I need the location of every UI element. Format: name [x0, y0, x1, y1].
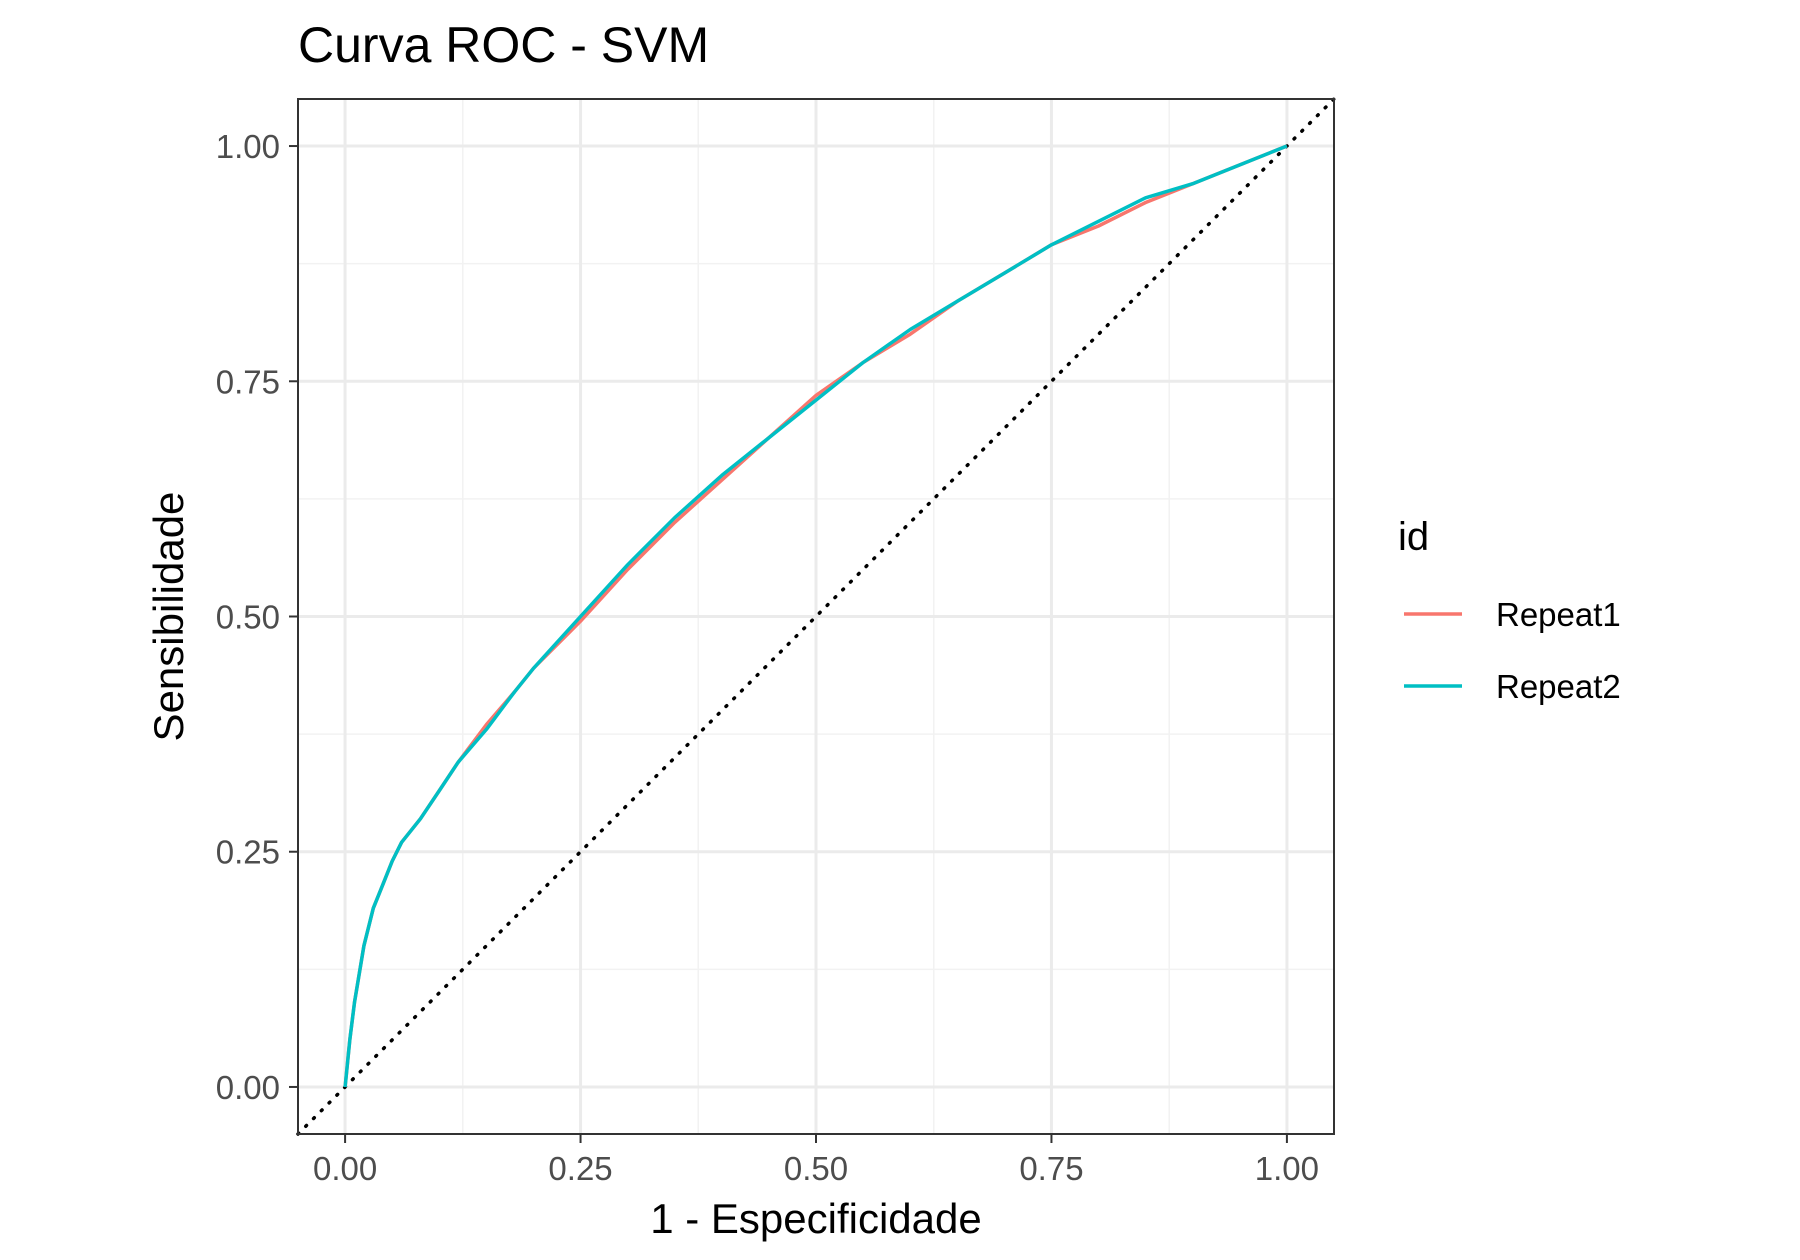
series-layer: [343, 144, 1288, 1088]
x-tick-label: 1.00: [1255, 1150, 1319, 1187]
legend-label-repeat2: Repeat2: [1496, 668, 1621, 705]
reference-diagonal: [296, 97, 1336, 1136]
x-axis: 0.00 0.25 0.50 0.75 1.00: [313, 1134, 1319, 1187]
y-axis: 0.00 0.25 0.50 0.75 1.00: [216, 128, 298, 1106]
legend-label-repeat1: Repeat1: [1496, 596, 1621, 633]
x-tick-label: 0.50: [784, 1150, 848, 1187]
y-tick-label: 0.25: [216, 834, 280, 871]
legend: id Repeat1 Repeat2: [1398, 515, 1621, 705]
chart-title: Curva ROC - SVM: [298, 17, 709, 73]
x-tick-label: 0.00: [313, 1150, 377, 1187]
y-tick-label: 0.00: [216, 1069, 280, 1106]
x-tick-label: 0.75: [1019, 1150, 1083, 1187]
legend-title: id: [1398, 515, 1429, 559]
y-axis-title: Sensibilidade: [145, 492, 192, 742]
y-tick-label: 0.50: [216, 599, 280, 636]
x-tick-label: 0.25: [548, 1150, 612, 1187]
x-axis-title: 1 - Especificidade: [650, 1195, 982, 1242]
y-tick-label: 0.75: [216, 363, 280, 400]
grid-major: [298, 99, 1334, 1134]
series-line-repeat2: [343, 144, 1288, 1088]
y-tick-label: 1.00: [216, 128, 280, 165]
